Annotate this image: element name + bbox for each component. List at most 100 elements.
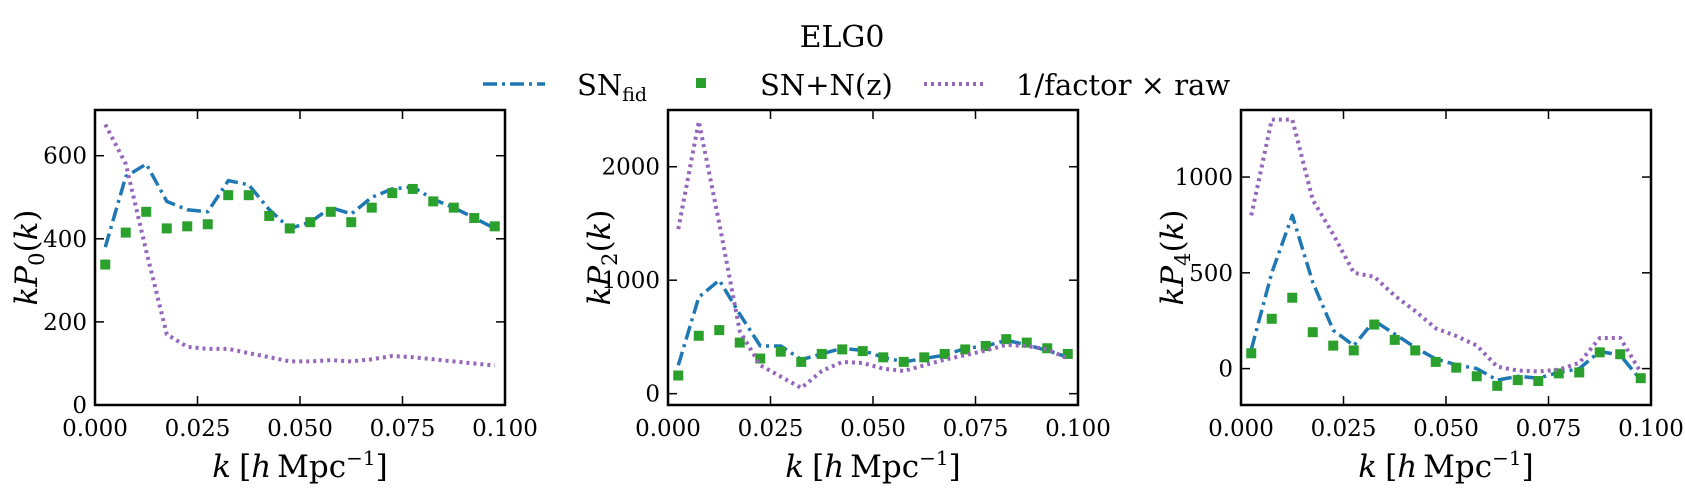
series-line-raw bbox=[1249, 117, 1643, 374]
data-point-sn-nz bbox=[1328, 340, 1339, 351]
legend-label-sn-fid: SNfid bbox=[577, 68, 647, 106]
y-tick-label: 2000 bbox=[601, 155, 660, 181]
data-point-sn-nz bbox=[775, 346, 786, 357]
data-point-sn-nz bbox=[428, 196, 439, 207]
series-line-raw bbox=[103, 123, 495, 368]
data-point-sn-nz bbox=[407, 183, 418, 194]
legend: SNfid SN+N(z) 1/factor × raw bbox=[483, 68, 1230, 106]
y-tick-label: 0 bbox=[645, 382, 660, 408]
figure-title: ELG0 bbox=[800, 20, 885, 55]
data-point-sn-nz bbox=[857, 346, 868, 357]
x-axis-label: k [h Mpc−1] bbox=[1358, 446, 1533, 485]
series-line-raw bbox=[676, 119, 1069, 390]
y-tick-label: 0 bbox=[72, 393, 87, 419]
data-point-sn-nz bbox=[161, 223, 172, 234]
data-point-sn-nz bbox=[734, 337, 745, 348]
x-tick-label: 0.050 bbox=[840, 416, 906, 442]
x-tick-label: 0.100 bbox=[1045, 416, 1111, 442]
plot-area bbox=[100, 123, 500, 368]
data-point-sn-nz bbox=[1430, 356, 1441, 367]
data-point-sn-nz bbox=[1512, 375, 1523, 386]
data-point-sn-nz bbox=[1042, 343, 1053, 354]
data-point-sn-nz bbox=[120, 227, 131, 238]
data-point-sn-nz bbox=[1615, 349, 1626, 360]
series-line-sn-fid bbox=[676, 278, 1069, 366]
axes-frame bbox=[666, 108, 1080, 407]
data-point-sn-nz bbox=[346, 217, 357, 228]
y-tick-label: 500 bbox=[1189, 261, 1233, 287]
y-tick-label: 400 bbox=[43, 227, 87, 253]
data-point-sn-nz bbox=[387, 188, 398, 199]
data-point-sn-nz bbox=[1533, 376, 1544, 387]
data-point-sn-nz bbox=[693, 330, 704, 341]
x-axis-label: k [h Mpc−1] bbox=[785, 446, 960, 485]
data-point-sn-nz bbox=[1451, 362, 1462, 373]
data-point-sn-nz bbox=[1021, 337, 1032, 348]
data-point-sn-nz bbox=[878, 352, 889, 363]
data-point-sn-nz bbox=[366, 202, 377, 213]
y-tick-label: 1000 bbox=[1174, 165, 1233, 191]
y-axis-label: kP0(k) bbox=[9, 209, 49, 305]
data-point-sn-nz bbox=[1389, 334, 1400, 345]
data-point-sn-nz bbox=[100, 259, 111, 270]
y-axis-label: kP4(k) bbox=[1155, 209, 1195, 305]
data-point-sn-nz bbox=[1287, 292, 1298, 303]
data-point-sn-nz bbox=[980, 341, 991, 351]
data-point-sn-nz bbox=[1246, 348, 1257, 359]
x-tick-label: 0.025 bbox=[165, 416, 231, 442]
data-point-sn-nz bbox=[796, 356, 807, 367]
panel-2: 0.000 0.025 0.050 0.075 0.100 0 500 1000 k [h Mpc−… bbox=[1155, 108, 1684, 485]
data-point-sn-nz bbox=[673, 370, 684, 381]
data-point-sn-nz bbox=[1369, 319, 1380, 330]
x-tick-label: 0.025 bbox=[1311, 416, 1377, 442]
data-point-sn-nz bbox=[182, 221, 193, 232]
data-point-sn-nz bbox=[1062, 348, 1073, 359]
data-point-sn-nz bbox=[837, 344, 848, 355]
data-point-sn-nz bbox=[141, 206, 152, 217]
data-point-sn-nz bbox=[816, 348, 827, 359]
plot-area bbox=[673, 119, 1073, 390]
data-point-sn-nz bbox=[243, 190, 254, 201]
data-point-sn-nz bbox=[264, 210, 275, 221]
x-tick-label: 0.075 bbox=[1516, 416, 1582, 442]
data-point-sn-nz bbox=[1594, 347, 1605, 358]
data-point-sn-nz bbox=[960, 344, 971, 355]
axes-frame bbox=[93, 108, 507, 407]
y-tick-label: 1000 bbox=[601, 268, 660, 294]
x-tick-label: 0.025 bbox=[738, 416, 804, 442]
data-point-sn-nz bbox=[1492, 380, 1503, 391]
x-tick-label: 0.000 bbox=[635, 416, 701, 442]
x-tick-label: 0.000 bbox=[62, 416, 128, 442]
x-tick-label: 0.075 bbox=[370, 416, 436, 442]
series-line-sn-fid bbox=[1249, 213, 1643, 382]
data-point-sn-nz bbox=[1307, 327, 1318, 338]
data-point-sn-nz bbox=[939, 348, 950, 359]
x-axis-label: k [h Mpc−1] bbox=[212, 446, 387, 485]
data-point-sn-nz bbox=[755, 353, 766, 364]
x-tick-label: 0.050 bbox=[267, 416, 333, 442]
x-tick-label: 0.100 bbox=[472, 416, 538, 442]
panel-0: 0.000 0.025 0.050 0.075 0.100 0 200 400 600 k [h Mp… bbox=[9, 108, 538, 485]
data-point-sn-nz bbox=[1410, 345, 1421, 356]
axes-frame bbox=[1239, 108, 1653, 407]
data-point-sn-nz bbox=[202, 219, 213, 230]
legend-marker-sn-nz bbox=[696, 78, 706, 88]
data-point-sn-nz bbox=[1348, 345, 1359, 356]
y-axis-label: kP2(k) bbox=[582, 209, 622, 305]
data-point-sn-nz bbox=[1553, 368, 1564, 379]
data-point-sn-nz bbox=[305, 217, 316, 228]
data-point-sn-nz bbox=[223, 190, 234, 201]
x-tick-label: 0.000 bbox=[1208, 416, 1274, 442]
legend-label-raw: 1/factor × raw bbox=[1016, 68, 1230, 102]
x-tick-label: 0.075 bbox=[943, 416, 1009, 442]
data-point-sn-nz bbox=[1635, 373, 1646, 384]
data-point-sn-nz bbox=[919, 352, 930, 363]
panel-1: 0.000 0.025 0.050 0.075 0.100 0 1000 2000 k [h Mpc… bbox=[582, 108, 1111, 485]
y-tick-label: 0 bbox=[1218, 357, 1233, 383]
y-tick-label: 600 bbox=[43, 144, 87, 170]
series-line-sn-fid bbox=[103, 162, 496, 248]
data-point-sn-nz bbox=[489, 221, 500, 232]
x-tick-label: 0.050 bbox=[1413, 416, 1479, 442]
panels: 0.000 0.025 0.050 0.075 0.100 0 200 400 600 k [h Mp… bbox=[9, 108, 1684, 485]
